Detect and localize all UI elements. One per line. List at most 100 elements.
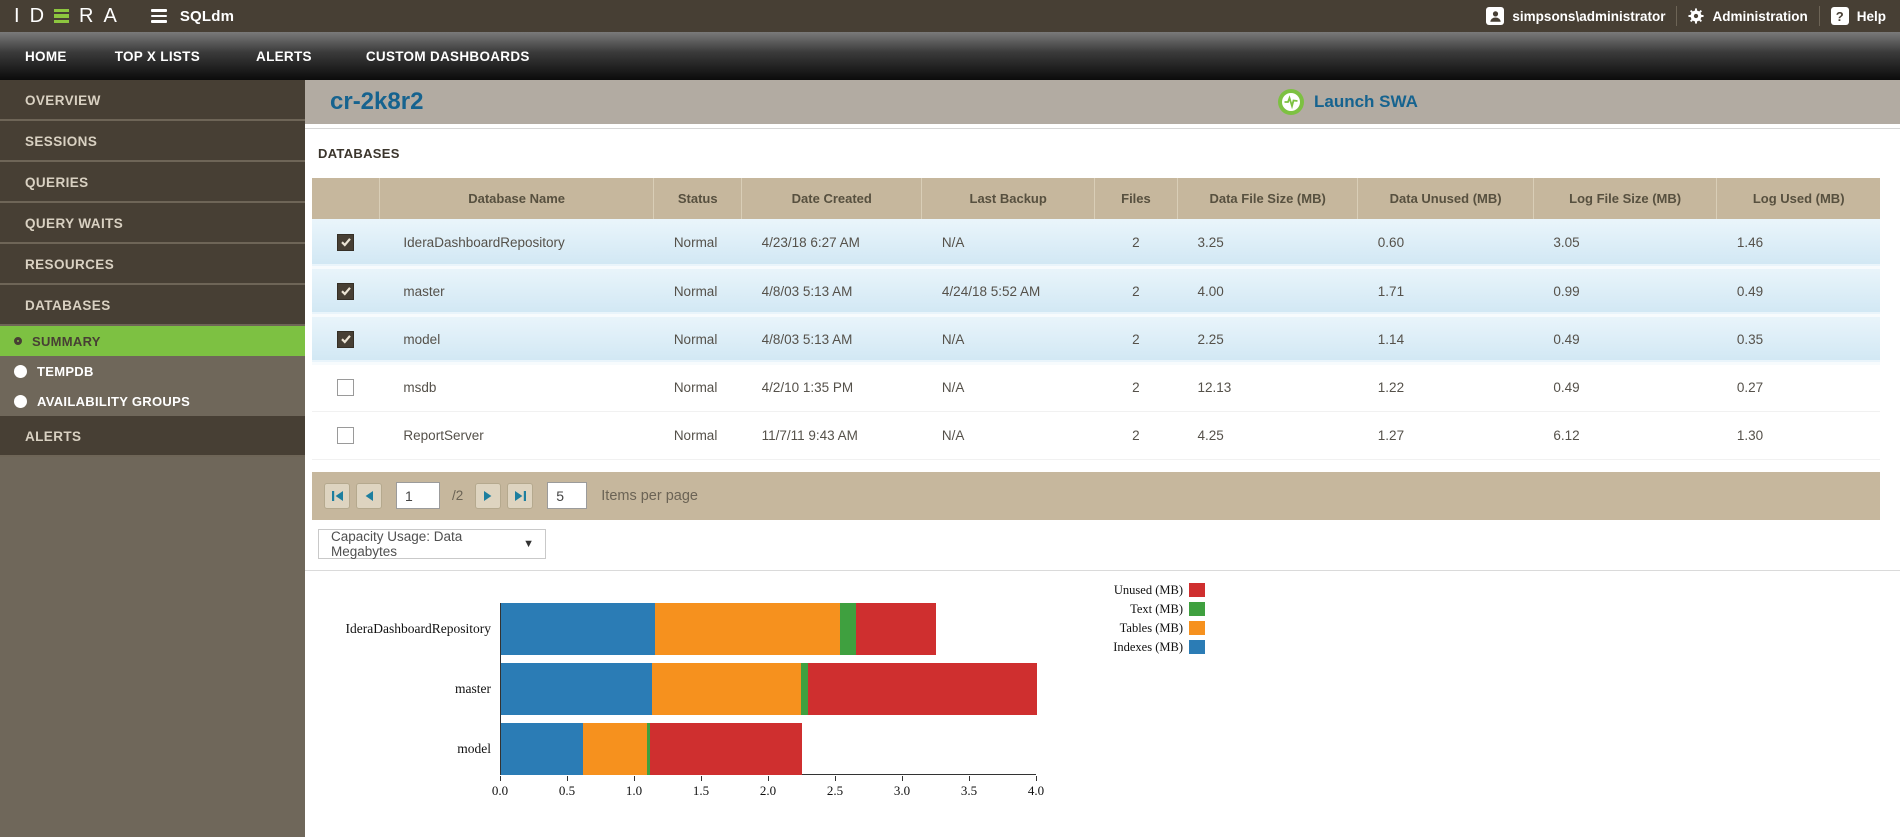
bar-segment-unused-mb [856, 602, 937, 655]
logo-letter: A [103, 4, 117, 27]
radio-selected-icon [14, 337, 22, 345]
sidebar-filler [0, 457, 305, 837]
sidebar-item-databases[interactable]: DATABASES [0, 285, 305, 326]
cell-status: Normal [673, 234, 718, 250]
table-row-msdb[interactable]: msdb Normal 4/2/10 1:35 PM N/A 2 12.13 1.22 0.4… [312, 363, 1880, 411]
column-header-status[interactable]: Status [653, 178, 743, 219]
nav-item-top-x-lists[interactable]: TOP X LISTS [114, 48, 201, 64]
bar-segment-text-mb [801, 662, 808, 715]
items-per-page-label: Items per page [601, 487, 698, 504]
help-label: Help [1856, 8, 1886, 24]
x-axis-tick-label: 0.0 [491, 782, 509, 798]
x-axis-tick-label: 1.0 [625, 782, 643, 798]
logo-letter: D [29, 4, 45, 27]
column-header-data-unused-mb[interactable]: Data Unused (MB) [1357, 178, 1534, 219]
x-axis-tick-label: 3.5 [960, 782, 978, 798]
pagination-bar: /2 Items per page [312, 471, 1880, 520]
row-checkbox-checked[interactable] [337, 233, 355, 251]
sidebar-item-resources[interactable]: RESOURCES [0, 244, 305, 285]
table-row-master[interactable]: master Normal 4/8/03 5:13 AM 4/24/18 5:52 A… [312, 267, 1880, 315]
cell-data-unused-mb: 0.60 [1377, 234, 1405, 250]
sidebar-item-sessions[interactable]: SESSIONS [0, 121, 305, 162]
cell-status: Normal [673, 331, 718, 347]
table-row-reportserver[interactable]: ReportServer Normal 11/7/11 9:43 AM N/A 2 4.2… [312, 411, 1880, 459]
cell-log-used-mb: 1.30 [1736, 427, 1764, 443]
next-page-button[interactable] [475, 482, 502, 509]
cell-data-unused-mb: 1.71 [1377, 283, 1405, 299]
legend-swatch [1189, 621, 1205, 635]
cell-last-backup: 4/24/18 5:52 AM [941, 283, 1041, 299]
cell-date-created: 4/8/03 5:13 AM [761, 283, 853, 299]
current-page-input[interactable] [396, 482, 440, 509]
hamburger-menu-icon[interactable] [150, 9, 167, 23]
last-page-button[interactable] [507, 482, 534, 509]
legend-label: Indexes (MB) [1113, 639, 1183, 654]
radio-icon [14, 394, 27, 408]
sidebar-subitem-summary[interactable]: SUMMARY [0, 326, 305, 356]
bar-category-label: IderaDashboardRepository [345, 620, 491, 636]
cell-files: 2 [1132, 283, 1140, 299]
cell-date-created: 4/23/18 6:27 AM [761, 234, 860, 250]
column-header-log-file-size-mb[interactable]: Log File Size (MB) [1533, 178, 1718, 219]
column-header-last-backup[interactable]: Last Backup [921, 178, 1095, 219]
column-header-database-name[interactable]: Database Name [379, 178, 655, 219]
legend-label: Tables (MB) [1119, 620, 1183, 635]
table-row-model[interactable]: model Normal 4/8/03 5:13 AM N/A 2 2.25 1.14 0.4… [312, 315, 1880, 363]
column-header-files[interactable]: Files [1094, 178, 1178, 219]
first-page-button[interactable] [324, 482, 350, 509]
row-checkbox-checked[interactable] [337, 330, 355, 348]
previous-page-button[interactable] [356, 482, 382, 509]
x-axis-tick [969, 775, 970, 781]
x-axis-tick-label: 2.5 [826, 782, 844, 798]
column-header-date-created[interactable]: Date Created [741, 178, 923, 219]
table-body: IderaDashboardRepository Normal 4/23/18 6:… [312, 219, 1880, 459]
items-per-page-input[interactable] [547, 482, 588, 509]
bar-segment-text-mb [647, 722, 650, 775]
launch-swa-button[interactable]: Launch SWA [1277, 88, 1418, 116]
nav-item-custom-dashboards[interactable]: CUSTOM DASHBOARDS [365, 48, 530, 64]
header-divider [305, 128, 1900, 129]
cell-log-used-mb: 1.46 [1736, 234, 1764, 250]
x-axis-tick-label: 2.0 [759, 782, 777, 798]
sidebar-subitem-tempdb[interactable]: TEMPDB [0, 356, 305, 386]
column-header-data-file-size-mb[interactable]: Data File Size (MB) [1177, 178, 1359, 219]
sidebar-item-overview[interactable]: OVERVIEW [0, 80, 305, 121]
cell-log-used-mb: 0.27 [1736, 380, 1764, 395]
topbar-divider [1818, 6, 1820, 26]
sidebar-subitem-availability-groups[interactable]: AVAILABILITY GROUPS [0, 386, 305, 416]
sidebar-item-query-waits[interactable]: QUERY WAITS [0, 203, 305, 244]
x-axis-tick [768, 775, 769, 781]
app-name: SQLdm [179, 7, 235, 25]
administration-label: Administration [1712, 8, 1808, 24]
logo-letter: R [79, 4, 94, 27]
user-menu[interactable]: simpsons\administrator [1486, 7, 1665, 25]
sidebar-item-alerts[interactable]: ALERTS [0, 416, 305, 457]
capacity-usage-dropdown[interactable]: Capacity Usage: Data Megabytes ▼ [318, 528, 546, 559]
topbar-divider [1676, 6, 1678, 26]
column-header-select[interactable] [312, 178, 380, 219]
row-checkbox-unchecked[interactable] [337, 379, 355, 396]
sidebar-item-queries[interactable]: QUERIES [0, 162, 305, 203]
legend-item-text-mb: Text (MB) [1005, 602, 1205, 617]
table-row-ideradashboardrepository[interactable]: IderaDashboardRepository Normal 4/23/18 6:… [312, 219, 1880, 267]
launch-swa-label: Launch SWA [1314, 92, 1418, 111]
chart-divider [305, 569, 1900, 571]
cell-data-unused-mb: 1.22 [1377, 380, 1405, 395]
legend-label: Unused (MB) [1113, 582, 1183, 597]
nav-item-alerts[interactable]: ALERTS [256, 48, 312, 64]
row-checkbox-unchecked[interactable] [337, 426, 355, 444]
cell-files: 2 [1132, 234, 1140, 250]
column-header-log-used-mb[interactable]: Log Used (MB) [1716, 178, 1880, 219]
page-count-label: /2 [452, 488, 464, 503]
row-checkbox-checked[interactable] [337, 282, 355, 300]
bar-segment-tables-mb [655, 602, 840, 655]
bar-category-label: model [457, 740, 491, 756]
cell-last-backup: N/A [941, 234, 965, 250]
nav-item-home[interactable]: HOME [25, 48, 67, 64]
main-content: cr-2k8r2 Launch SWA DATABASES Database N… [305, 80, 1900, 837]
administration-button[interactable]: Administration [1688, 8, 1808, 24]
x-axis-tick [902, 775, 903, 781]
help-button[interactable]: ? Help [1830, 7, 1886, 25]
